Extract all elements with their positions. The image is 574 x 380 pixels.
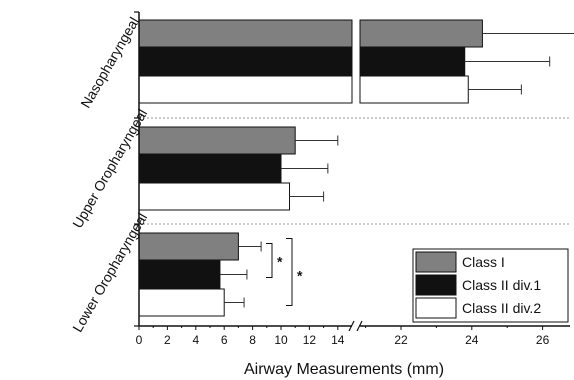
bars-layer	[138, 19, 483, 317]
significance-label: *	[297, 268, 303, 284]
x-tick-label: 2	[164, 333, 171, 347]
x-tick-label: 0	[136, 333, 143, 347]
bar	[138, 75, 353, 104]
bar	[138, 126, 296, 155]
bar	[138, 232, 239, 261]
bar	[138, 260, 221, 289]
axis-break-mark	[348, 320, 355, 332]
significance-label: *	[277, 254, 283, 270]
bar	[138, 47, 353, 76]
error-bars-layer	[219, 33, 574, 308]
legend-label: Class I	[462, 254, 505, 270]
legend-label: Class II div.1	[462, 277, 541, 293]
significance-bracket	[266, 243, 273, 278]
x-axis-title: Airway Measurements (mm)	[244, 361, 444, 378]
x-tick-label: 10	[274, 333, 288, 347]
bar	[359, 75, 469, 104]
bar	[359, 47, 466, 76]
legend-swatch	[415, 274, 457, 296]
x-tick-label: 6	[221, 333, 228, 347]
bar	[138, 182, 291, 211]
axes-layer	[134, 11, 570, 332]
bar	[138, 288, 225, 317]
significance-layer: **	[266, 238, 303, 306]
legend: Class I Class II div.1 Class II div.2	[412, 248, 569, 323]
bar	[138, 154, 282, 183]
x-tick-label: 8	[249, 333, 256, 347]
x-ticks-layer: 0246810121422242628	[136, 326, 550, 347]
axis-break-gap	[352, 75, 360, 104]
legend-label: Class II div.2	[462, 300, 541, 316]
legend-swatch	[415, 297, 457, 319]
x-tick-label: 24	[465, 333, 479, 347]
x-tick-label: 4	[192, 333, 199, 347]
x-tick-label: 26	[536, 333, 550, 347]
x-tick-label: 12	[303, 333, 317, 347]
bar	[359, 19, 483, 48]
significance-bracket	[286, 238, 293, 306]
legend-swatch	[415, 251, 457, 273]
axis-break-mark	[356, 320, 363, 332]
x-tick-label: 22	[394, 333, 408, 347]
x-tick-label: 14	[331, 333, 345, 347]
bar	[138, 19, 353, 48]
category-label: Nasopharyngeal	[77, 14, 142, 110]
